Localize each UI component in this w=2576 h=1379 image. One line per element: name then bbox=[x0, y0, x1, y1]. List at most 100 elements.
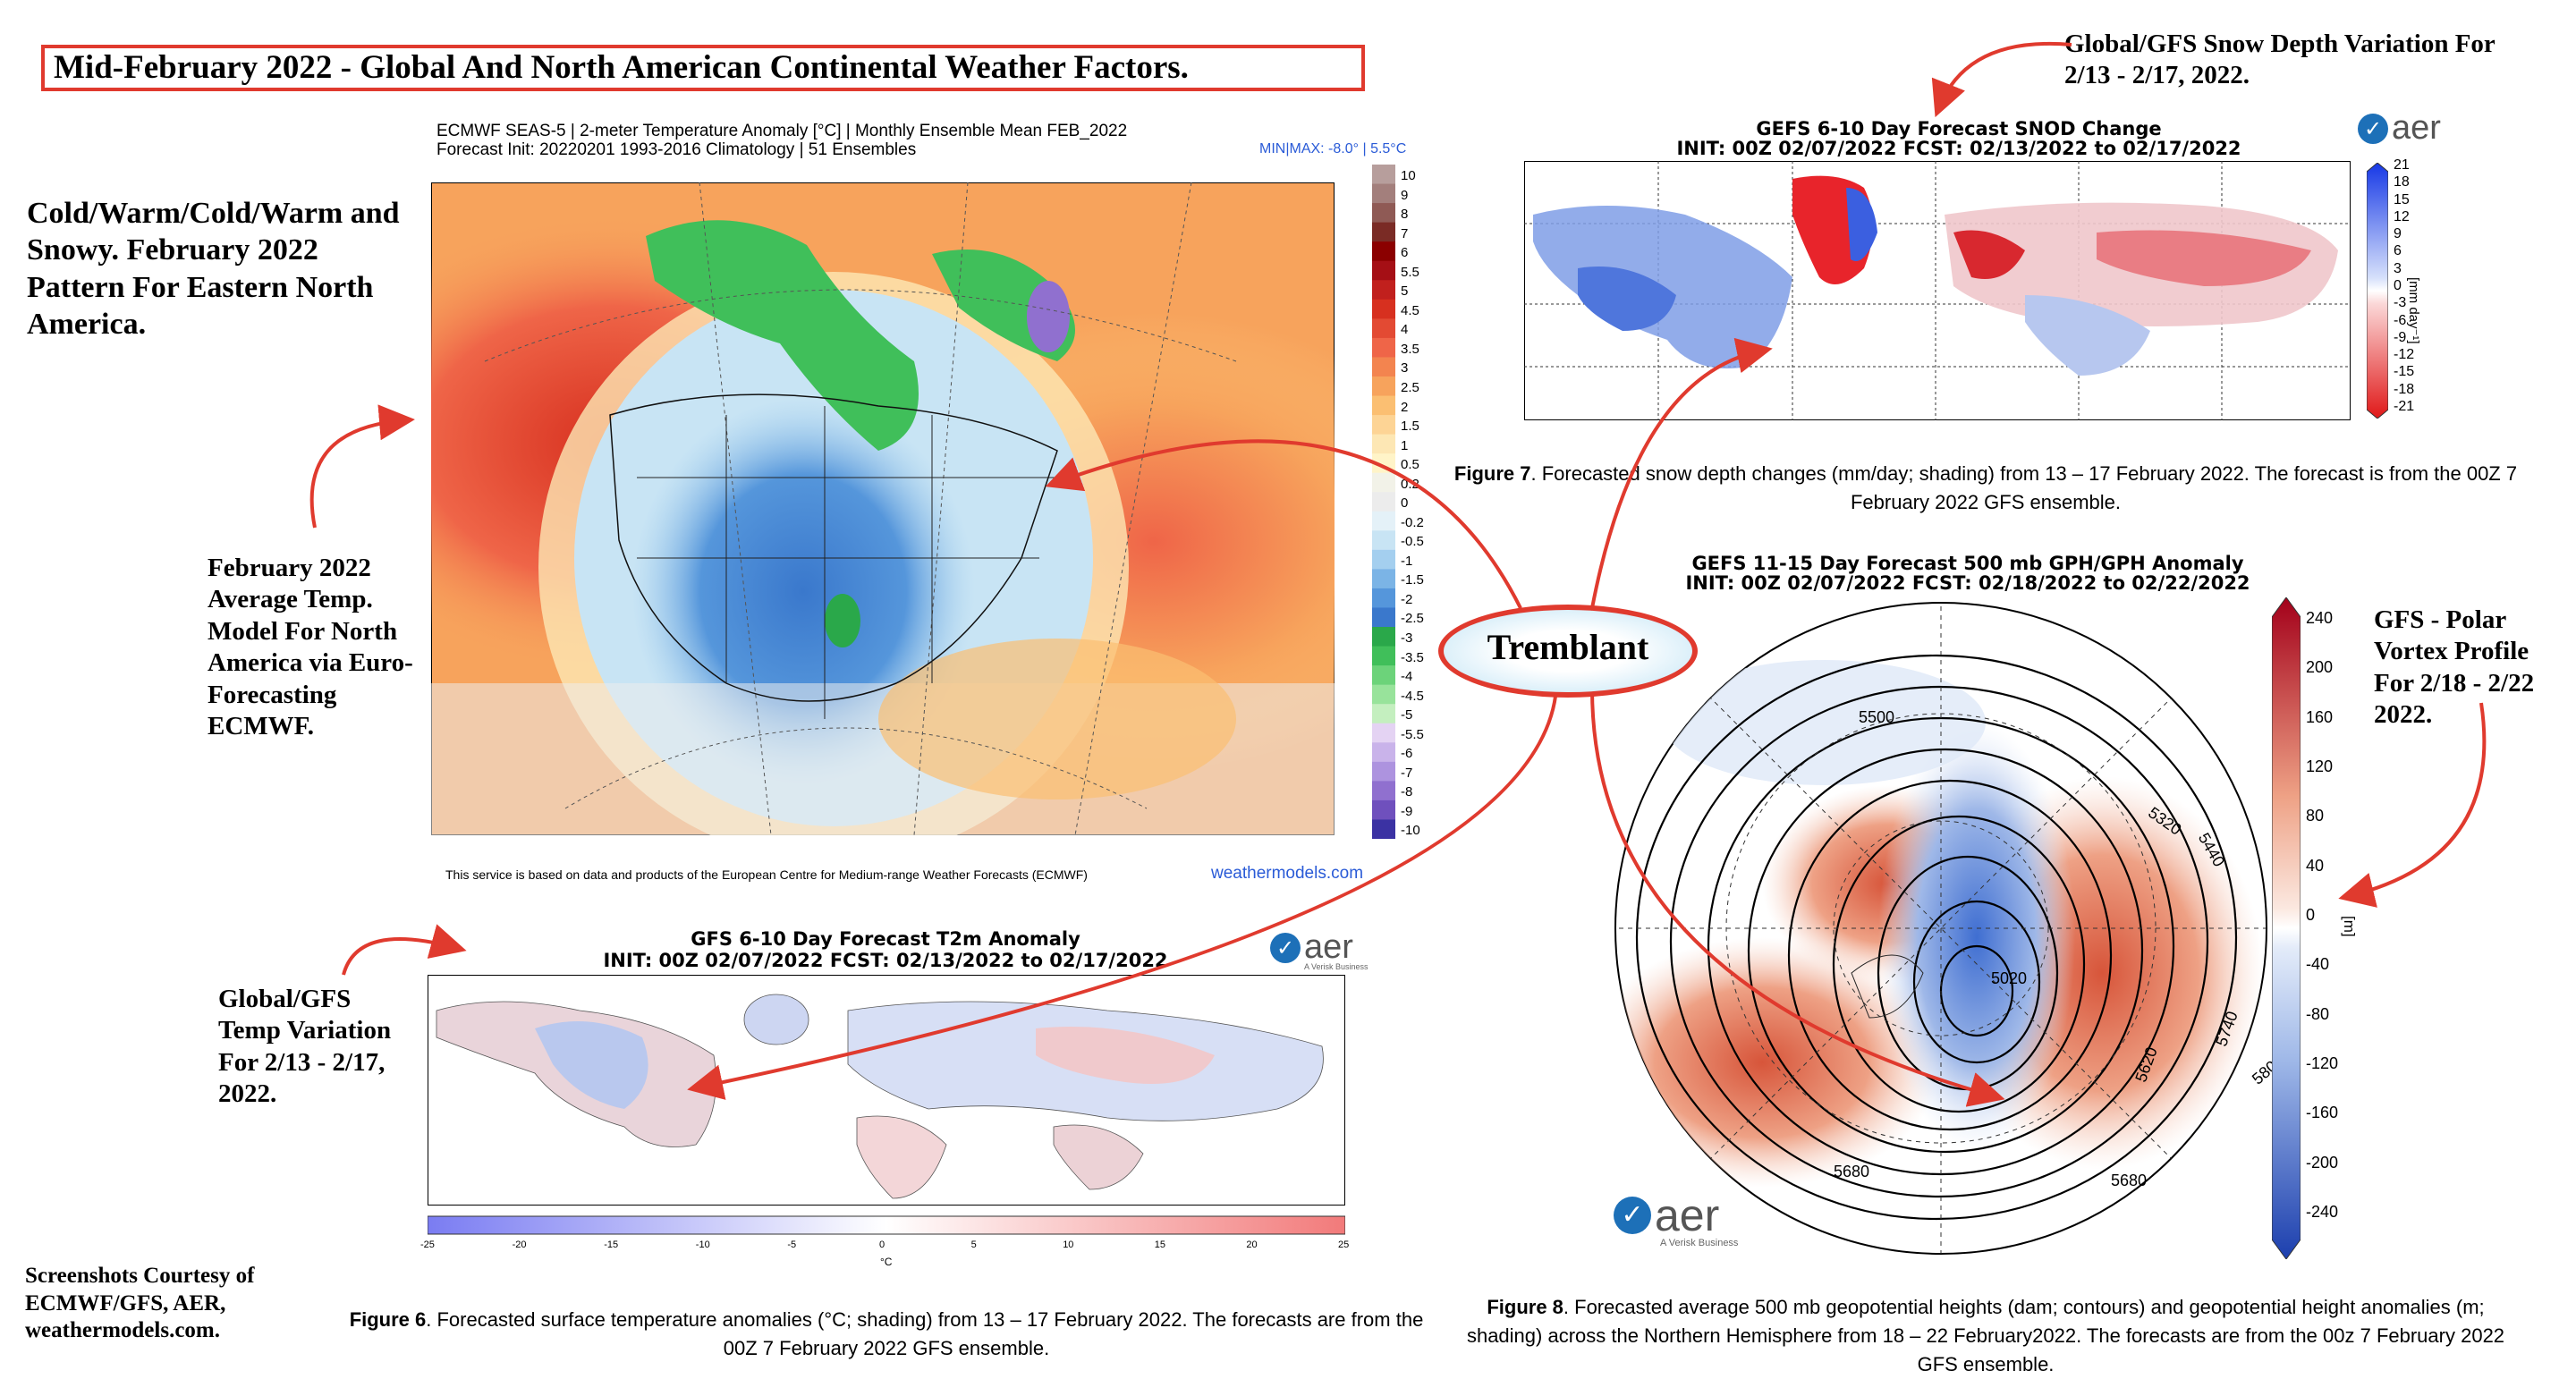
ecmwf-colorbar-swatch bbox=[1372, 203, 1395, 224]
ecmwf-colorbar-swatch bbox=[1372, 588, 1395, 608]
colorbar-tick-label: -20 bbox=[512, 1239, 527, 1250]
ecmwf-header-1: ECMWF SEAS-5 | 2-meter Temperature Anoma… bbox=[436, 122, 1128, 140]
ecmwf-colorbar-label: -4 bbox=[1401, 669, 1413, 685]
ecmwf-colorbar-label: 3 bbox=[1401, 360, 1409, 376]
ecmwf-colorbar-swatch bbox=[1372, 299, 1395, 319]
snod-colorbar-ticks: 21 18 15 12 9 6 3 0 -3 -6 -9 -12 -15 -18 -21 bbox=[2394, 157, 2438, 415]
pattern-note: Cold/Warm/Cold/Warm and Snowy. February … bbox=[27, 197, 400, 342]
ecmwf-colorbar-swatch bbox=[1372, 704, 1395, 724]
colorbar-tick-label: 120 bbox=[2306, 757, 2334, 775]
ecmwf-temperature-map bbox=[431, 182, 1335, 835]
ecmwf-colorbar-label: 6 bbox=[1401, 245, 1409, 261]
ecmwf-colorbar-label: 0.5 bbox=[1401, 457, 1419, 473]
weathermodels-brand: weathermodels.com bbox=[1211, 864, 1364, 883]
colorbar-tick-label: 15 bbox=[2394, 191, 2410, 207]
ecmwf-colorbar-label: -2 bbox=[1401, 591, 1413, 607]
ecmwf-colorbar-label: 3.5 bbox=[1401, 341, 1419, 357]
t2m-subtitle: INIT: 00Z 02/07/2022 FCST: 02/13/2022 to… bbox=[603, 950, 1168, 971]
ecmwf-colorbar-label: 1.5 bbox=[1401, 419, 1419, 435]
ecmwf-colorbar-swatch bbox=[1372, 395, 1395, 416]
colorbar-tick-label: -15 bbox=[2394, 364, 2415, 380]
snod-subtitle: INIT: 00Z 02/07/2022 FCST: 02/13/2022 to… bbox=[1676, 138, 2241, 159]
colorbar-tick-label: -160 bbox=[2306, 1104, 2339, 1122]
ecmwf-colorbar-label: -1 bbox=[1401, 553, 1413, 569]
snod-title: GEFS 6-10 Day Forecast SNOD Change bbox=[1756, 118, 2162, 140]
courtesy-note: Screenshots Courtesy of ECMWF/GFS, AER, … bbox=[25, 1264, 255, 1342]
page-title: Mid-February 2022 - Global And North Ame… bbox=[54, 49, 1189, 86]
ecmwf-colorbar-label: -10 bbox=[1401, 823, 1420, 839]
colorbar-tick-label: 0 bbox=[2306, 906, 2316, 924]
colorbar-tick-label: 15 bbox=[1154, 1239, 1166, 1250]
ecmwf-colorbar-label: 8 bbox=[1401, 207, 1409, 223]
title-frame bbox=[41, 45, 1365, 91]
ecmwf-colorbar-label: 9 bbox=[1401, 187, 1409, 203]
ecmwf-colorbar-swatch bbox=[1372, 434, 1395, 454]
colorbar-tick-label: 3 bbox=[2394, 260, 2402, 276]
ecmwf-colorbar-label: -7 bbox=[1401, 765, 1413, 781]
figure-6-label: Figure 6 bbox=[349, 1308, 427, 1331]
ecmwf-header-2: Forecast Init: 20220201 1993-2016 Climat… bbox=[436, 140, 917, 159]
ecmwf-colorbar-swatch bbox=[1372, 492, 1395, 512]
snow-note: Global/GFS Snow Depth Variation For 2/13… bbox=[2064, 30, 2496, 90]
gph-colorbar-ticks: 240 200 160 120 80 40 0 -40 -80 -120 -160 -200 -240 bbox=[2306, 609, 2360, 1239]
colorbar-tick-label: 200 bbox=[2306, 658, 2334, 677]
aer-check-icon: ✓ bbox=[2358, 113, 2388, 144]
ecmwf-colorbar-label: -4.5 bbox=[1401, 688, 1424, 704]
colorbar-tick-label: 5 bbox=[970, 1239, 977, 1250]
figure-7-caption: Figure 7. Forecasted snow depth changes … bbox=[1431, 460, 2540, 517]
aer-logo-snod: ✓ aer bbox=[2358, 109, 2441, 148]
ecmwf-footer: This service is based on data and produc… bbox=[445, 867, 1088, 882]
ecmwf-colorbar-swatch bbox=[1372, 742, 1395, 763]
contour-label-5500: 5500 bbox=[1859, 708, 1895, 726]
ecmwf-minmax: MIN|MAX: -8.0° | 5.5°C bbox=[1259, 141, 1407, 157]
colorbar-tick-label: 21 bbox=[2394, 157, 2410, 173]
colorbar-tick-label: 160 bbox=[2306, 707, 2334, 726]
colorbar-tick-label: -15 bbox=[604, 1239, 619, 1250]
ecmwf-colorbar-swatch bbox=[1372, 260, 1395, 281]
colorbar-tick-label: -18 bbox=[2394, 381, 2415, 397]
figure-8-label: Figure 8 bbox=[1487, 1296, 1563, 1318]
ecmwf-colorbar-swatch bbox=[1372, 684, 1395, 705]
ecmwf-colorbar-swatch bbox=[1372, 357, 1395, 377]
ecmwf-note: February 2022 Average Temp. Model For No… bbox=[208, 554, 413, 740]
ecmwf-colorbar-swatch bbox=[1372, 530, 1395, 551]
ecmwf-colorbar-label: -8 bbox=[1401, 784, 1413, 800]
colorbar-tick-label: 25 bbox=[1338, 1239, 1350, 1250]
t2m-colorbar-ticks: -25 -20 -15 -10 -5 0 5 10 15 20 25 bbox=[420, 1239, 1349, 1254]
snod-change-map bbox=[1524, 161, 2351, 420]
ecmwf-colorbar-swatch bbox=[1372, 627, 1395, 647]
ecmwf-colorbar-label: -3.5 bbox=[1401, 649, 1424, 665]
ecmwf-colorbar-swatch bbox=[1372, 222, 1395, 242]
aer-wordmark: aer bbox=[1304, 928, 1353, 966]
ecmwf-colorbar-label: -1.5 bbox=[1401, 572, 1424, 588]
ecmwf-colorbar-label: 1 bbox=[1401, 437, 1409, 453]
colorbar-tick-label: -10 bbox=[695, 1239, 710, 1250]
colorbar-tick-label: 10 bbox=[1063, 1239, 1074, 1250]
aer-subtitle: A Verisk Business bbox=[1660, 1238, 1739, 1248]
ecmwf-colorbar-labels: 10 9 8 7 6 5.5 5 4.5 4 3.5 3 2.5 2 1.5 1 0.5 0.2 0 -0.2 -0.… bbox=[1395, 168, 1449, 838]
t2m-unit: °C bbox=[880, 1256, 893, 1268]
t2m-anomaly-map bbox=[428, 975, 1345, 1206]
ecmwf-colorbar-label: 4.5 bbox=[1401, 302, 1419, 318]
colorbar-tick-label: 12 bbox=[2394, 208, 2410, 224]
aer-wordmark: aer bbox=[1655, 1190, 1720, 1240]
contour-label-5680: 5680 bbox=[2111, 1172, 2148, 1189]
polar-vortex-map bbox=[1614, 602, 2267, 1255]
figure-6-text: . Forecasted surface temperature anomali… bbox=[426, 1308, 1424, 1359]
ecmwf-colorbar-label: -0.5 bbox=[1401, 534, 1424, 550]
colorbar-tick-label: -9 bbox=[2394, 329, 2407, 345]
ecmwf-colorbar-label: 0 bbox=[1401, 495, 1409, 512]
figure-6-caption: Figure 6. Forecasted surface temperature… bbox=[336, 1306, 1436, 1363]
colorbar-tick-label: -6 bbox=[2394, 312, 2407, 328]
ecmwf-colorbar-swatch bbox=[1372, 241, 1395, 262]
ecmwf-colorbar-label: -3 bbox=[1401, 630, 1413, 647]
ecmwf-colorbar-swatch bbox=[1372, 761, 1395, 782]
ecmwf-colorbar-swatch bbox=[1372, 415, 1395, 436]
colorbar-tick-label: -40 bbox=[2306, 955, 2330, 974]
ecmwf-colorbar-swatch bbox=[1372, 472, 1395, 493]
ecmwf-colorbar-label: 5 bbox=[1401, 283, 1409, 300]
ecmwf-colorbar-swatch bbox=[1372, 183, 1395, 204]
colorbar-tick-label: -25 bbox=[420, 1239, 435, 1250]
ecmwf-colorbar-swatch bbox=[1372, 280, 1395, 300]
ecmwf-colorbar-label: 10 bbox=[1401, 168, 1416, 183]
